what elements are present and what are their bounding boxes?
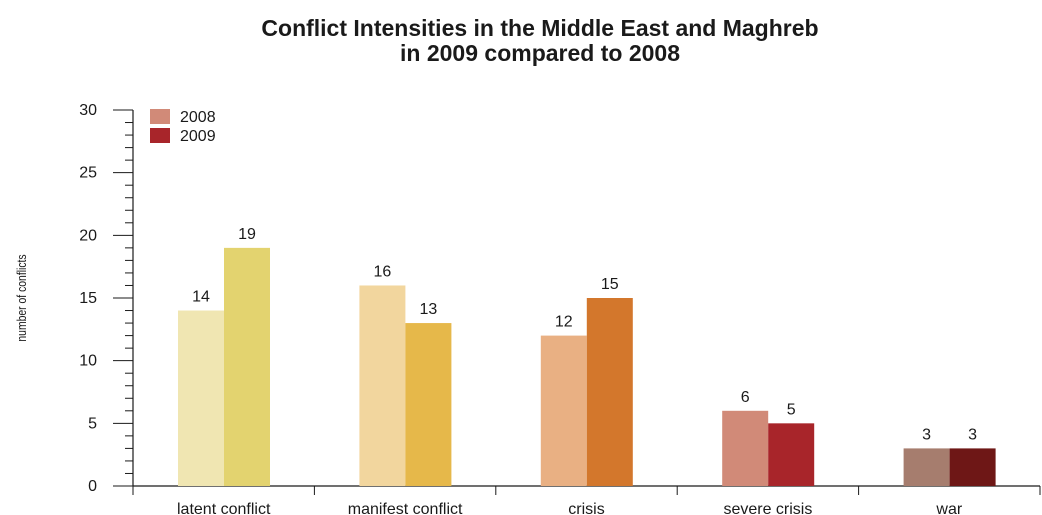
y-tick-label: 30 — [79, 102, 97, 119]
legend-label-2009: 2009 — [180, 128, 216, 145]
bar-2009-war — [949, 448, 996, 486]
y-tick-label: 5 — [88, 415, 97, 432]
bar-2009-crisis — [586, 298, 633, 486]
bar-2009-latent-conflict — [224, 247, 270, 486]
bar-2009-severe-crisis — [768, 423, 815, 486]
data-label-2008: 12 — [555, 314, 573, 331]
bar-2008-war — [903, 448, 950, 486]
data-label-2008: 6 — [741, 389, 750, 406]
y-tick-label: 25 — [79, 165, 97, 182]
x-tick-label: manifest conflict — [348, 501, 463, 515]
x-tick-label: severe crisis — [723, 501, 812, 515]
legend-label-2008: 2008 — [180, 109, 216, 126]
bar-2008-crisis — [540, 335, 587, 486]
chart-title-line2: in 2009 compared to 2008 — [400, 40, 680, 66]
data-label-2009: 19 — [238, 226, 256, 243]
y-tick-label: 15 — [79, 290, 97, 307]
y-tick-label: 20 — [79, 227, 97, 244]
x-tick-label: latent conflict — [177, 501, 271, 515]
bar-2008-manifest-conflict — [359, 285, 406, 486]
data-label-2009: 15 — [601, 276, 619, 293]
x-tick-label: war — [935, 501, 962, 515]
data-label-2008: 16 — [374, 263, 392, 280]
x-tick-label: crisis — [568, 501, 604, 515]
y-axis-title: number of conflicts — [15, 254, 29, 341]
y-tick-label: 0 — [88, 478, 97, 495]
bar-2008-latent-conflict — [178, 310, 224, 486]
legend-swatch-2009 — [150, 128, 170, 143]
chart-title-line1: Conflict Intensities in the Middle East … — [261, 15, 819, 41]
data-label-2009: 13 — [420, 301, 438, 318]
data-label-2009: 3 — [968, 426, 977, 443]
data-label-2008: 3 — [922, 426, 931, 443]
legend-swatch-2008 — [150, 109, 170, 124]
data-label-2009: 5 — [787, 401, 796, 418]
y-tick-label: 10 — [79, 353, 97, 370]
bar-2009-manifest-conflict — [405, 323, 452, 486]
bar-2008-severe-crisis — [722, 410, 769, 486]
data-label-2008: 14 — [192, 289, 210, 306]
chart-title: Conflict Intensities in the Middle East … — [0, 16, 1042, 66]
